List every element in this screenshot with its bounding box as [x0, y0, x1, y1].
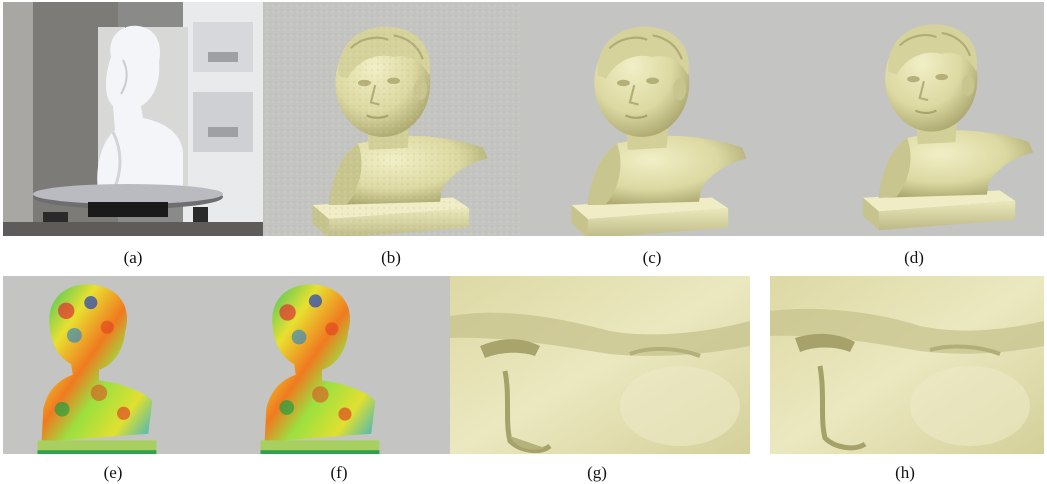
bust-curvature-map [3, 276, 228, 454]
panel-e-curvature-map [3, 276, 228, 454]
caption-h: (h) [895, 463, 915, 482]
caption-c: (c) [642, 248, 662, 267]
caption-g: (g) [587, 463, 607, 482]
panel-b-noisy-mesh [263, 2, 520, 236]
caption-e: (e) [103, 463, 123, 482]
panel-h-face-closeup-alt [770, 276, 1044, 454]
face-closeup [450, 276, 750, 454]
caption-f: (f) [330, 463, 348, 482]
caption-b: (b) [381, 248, 401, 267]
panel-d-smoothed-mesh-alt [782, 2, 1044, 236]
bust-curvature-map-alt [228, 276, 450, 454]
bust-mesh-smoothed-alt [782, 2, 1044, 236]
panel-c-smoothed-mesh [520, 2, 782, 236]
caption-a: (a) [123, 248, 143, 267]
face-closeup-alt [770, 276, 1044, 454]
panel-a-photo [3, 2, 263, 236]
panel-g-face-closeup [450, 276, 750, 454]
scanner-photo [3, 2, 263, 236]
panel-f-curvature-map-alt [228, 276, 450, 454]
bust-mesh-noisy [263, 2, 520, 236]
caption-d: (d) [904, 248, 924, 267]
bust-mesh-smoothed [520, 2, 782, 236]
